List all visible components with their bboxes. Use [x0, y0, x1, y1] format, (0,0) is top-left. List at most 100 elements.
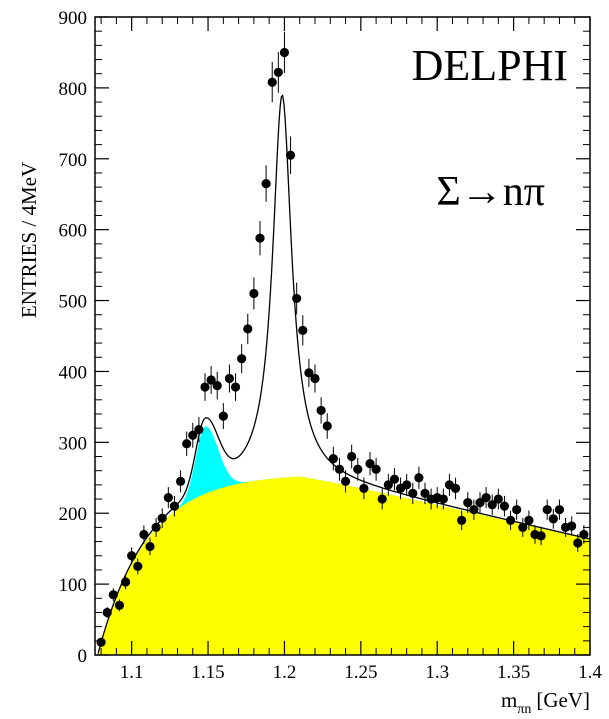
point-marker — [249, 288, 259, 299]
x-tick-label: 1.1 — [120, 662, 144, 683]
data-point — [353, 457, 363, 481]
point-marker — [463, 497, 473, 508]
data-point — [292, 282, 302, 315]
point-marker — [310, 373, 320, 384]
x-tick-label: 1.3 — [425, 662, 449, 683]
point-marker — [334, 464, 345, 474]
x-tick-label: 1.4 — [578, 662, 602, 683]
data-point — [169, 495, 180, 517]
data-point — [402, 473, 412, 496]
point-marker — [279, 47, 290, 58]
point-marker — [524, 515, 534, 525]
data-point — [206, 365, 216, 394]
x-tick-label: 1.15 — [191, 662, 224, 683]
data-point — [457, 510, 467, 531]
point-marker — [402, 480, 412, 490]
point-marker — [408, 488, 418, 498]
point-marker — [243, 324, 253, 334]
point-marker — [328, 454, 338, 464]
point-marker — [151, 522, 161, 533]
data-point — [102, 606, 112, 618]
x-tick-label: 1.35 — [497, 662, 530, 683]
data-point — [249, 277, 259, 310]
data-point — [127, 547, 137, 565]
data-point — [285, 136, 296, 175]
y-tick-label: 900 — [59, 8, 88, 29]
x-tick-label: 1.25 — [344, 662, 377, 683]
data-point — [524, 510, 534, 531]
data-point — [218, 403, 228, 430]
data-point — [493, 488, 503, 510]
point-marker — [353, 464, 363, 474]
data-point — [347, 444, 357, 469]
data-point — [438, 488, 448, 510]
point-marker — [414, 473, 424, 483]
data-point — [414, 466, 424, 489]
data-point — [273, 51, 283, 93]
point-marker — [475, 497, 485, 508]
data-point — [536, 526, 546, 546]
point-marker — [163, 493, 173, 503]
data-point — [243, 313, 253, 345]
data-point — [573, 534, 583, 552]
data-point — [237, 344, 247, 374]
point-marker — [194, 424, 204, 435]
data-point — [279, 31, 290, 74]
data-point — [182, 431, 192, 456]
data-points — [96, 31, 589, 647]
y-tick-label: 600 — [59, 221, 88, 242]
point-marker — [261, 178, 271, 189]
y-tick-label: 0 — [78, 646, 88, 667]
point-marker — [102, 607, 112, 618]
point-marker — [133, 561, 143, 571]
background-area — [98, 476, 591, 655]
point-marker — [554, 505, 565, 515]
point-marker — [518, 522, 528, 533]
y-tick-label: 400 — [59, 362, 88, 383]
point-marker — [548, 514, 558, 524]
data-point — [518, 517, 528, 537]
data-point — [151, 517, 161, 537]
data-point — [420, 482, 430, 505]
data-point — [389, 468, 400, 491]
data-point — [163, 487, 173, 509]
data-point — [175, 470, 186, 493]
point-marker — [267, 77, 277, 87]
data-point — [108, 588, 118, 602]
point-marker — [175, 476, 186, 486]
data-point — [133, 558, 143, 575]
x-tick-label: 1.2 — [273, 662, 297, 683]
data-point — [359, 477, 369, 500]
point-marker — [542, 505, 552, 515]
data-point — [450, 477, 461, 500]
y-tick-label: 100 — [59, 575, 88, 596]
point-marker — [505, 515, 516, 525]
y-tick-label: 200 — [59, 504, 88, 525]
point-marker — [340, 476, 351, 486]
data-point — [383, 473, 393, 496]
point-marker — [383, 480, 393, 490]
point-marker — [493, 494, 503, 504]
data-point — [554, 499, 565, 520]
y-axis-label: ENTRIES / 4MeV — [17, 162, 41, 318]
data-point — [463, 492, 473, 513]
data-point — [365, 451, 375, 476]
y-tick-label: 500 — [59, 292, 88, 313]
point-marker — [322, 421, 332, 431]
data-point — [114, 599, 125, 612]
data-point — [194, 416, 204, 443]
point-marker — [316, 405, 326, 416]
data-point — [512, 499, 522, 520]
x-axis-label: mπn [GeV] — [501, 688, 590, 717]
process-annotation: Σ→nπ — [436, 169, 545, 215]
data-point — [304, 358, 314, 388]
point-marker — [182, 439, 192, 449]
point-marker — [567, 521, 577, 531]
data-point — [261, 165, 271, 202]
point-marker — [255, 233, 265, 243]
y-tick-label: 300 — [59, 433, 88, 454]
data-point — [316, 397, 326, 424]
data-point — [475, 492, 485, 513]
point-marker — [96, 637, 106, 647]
